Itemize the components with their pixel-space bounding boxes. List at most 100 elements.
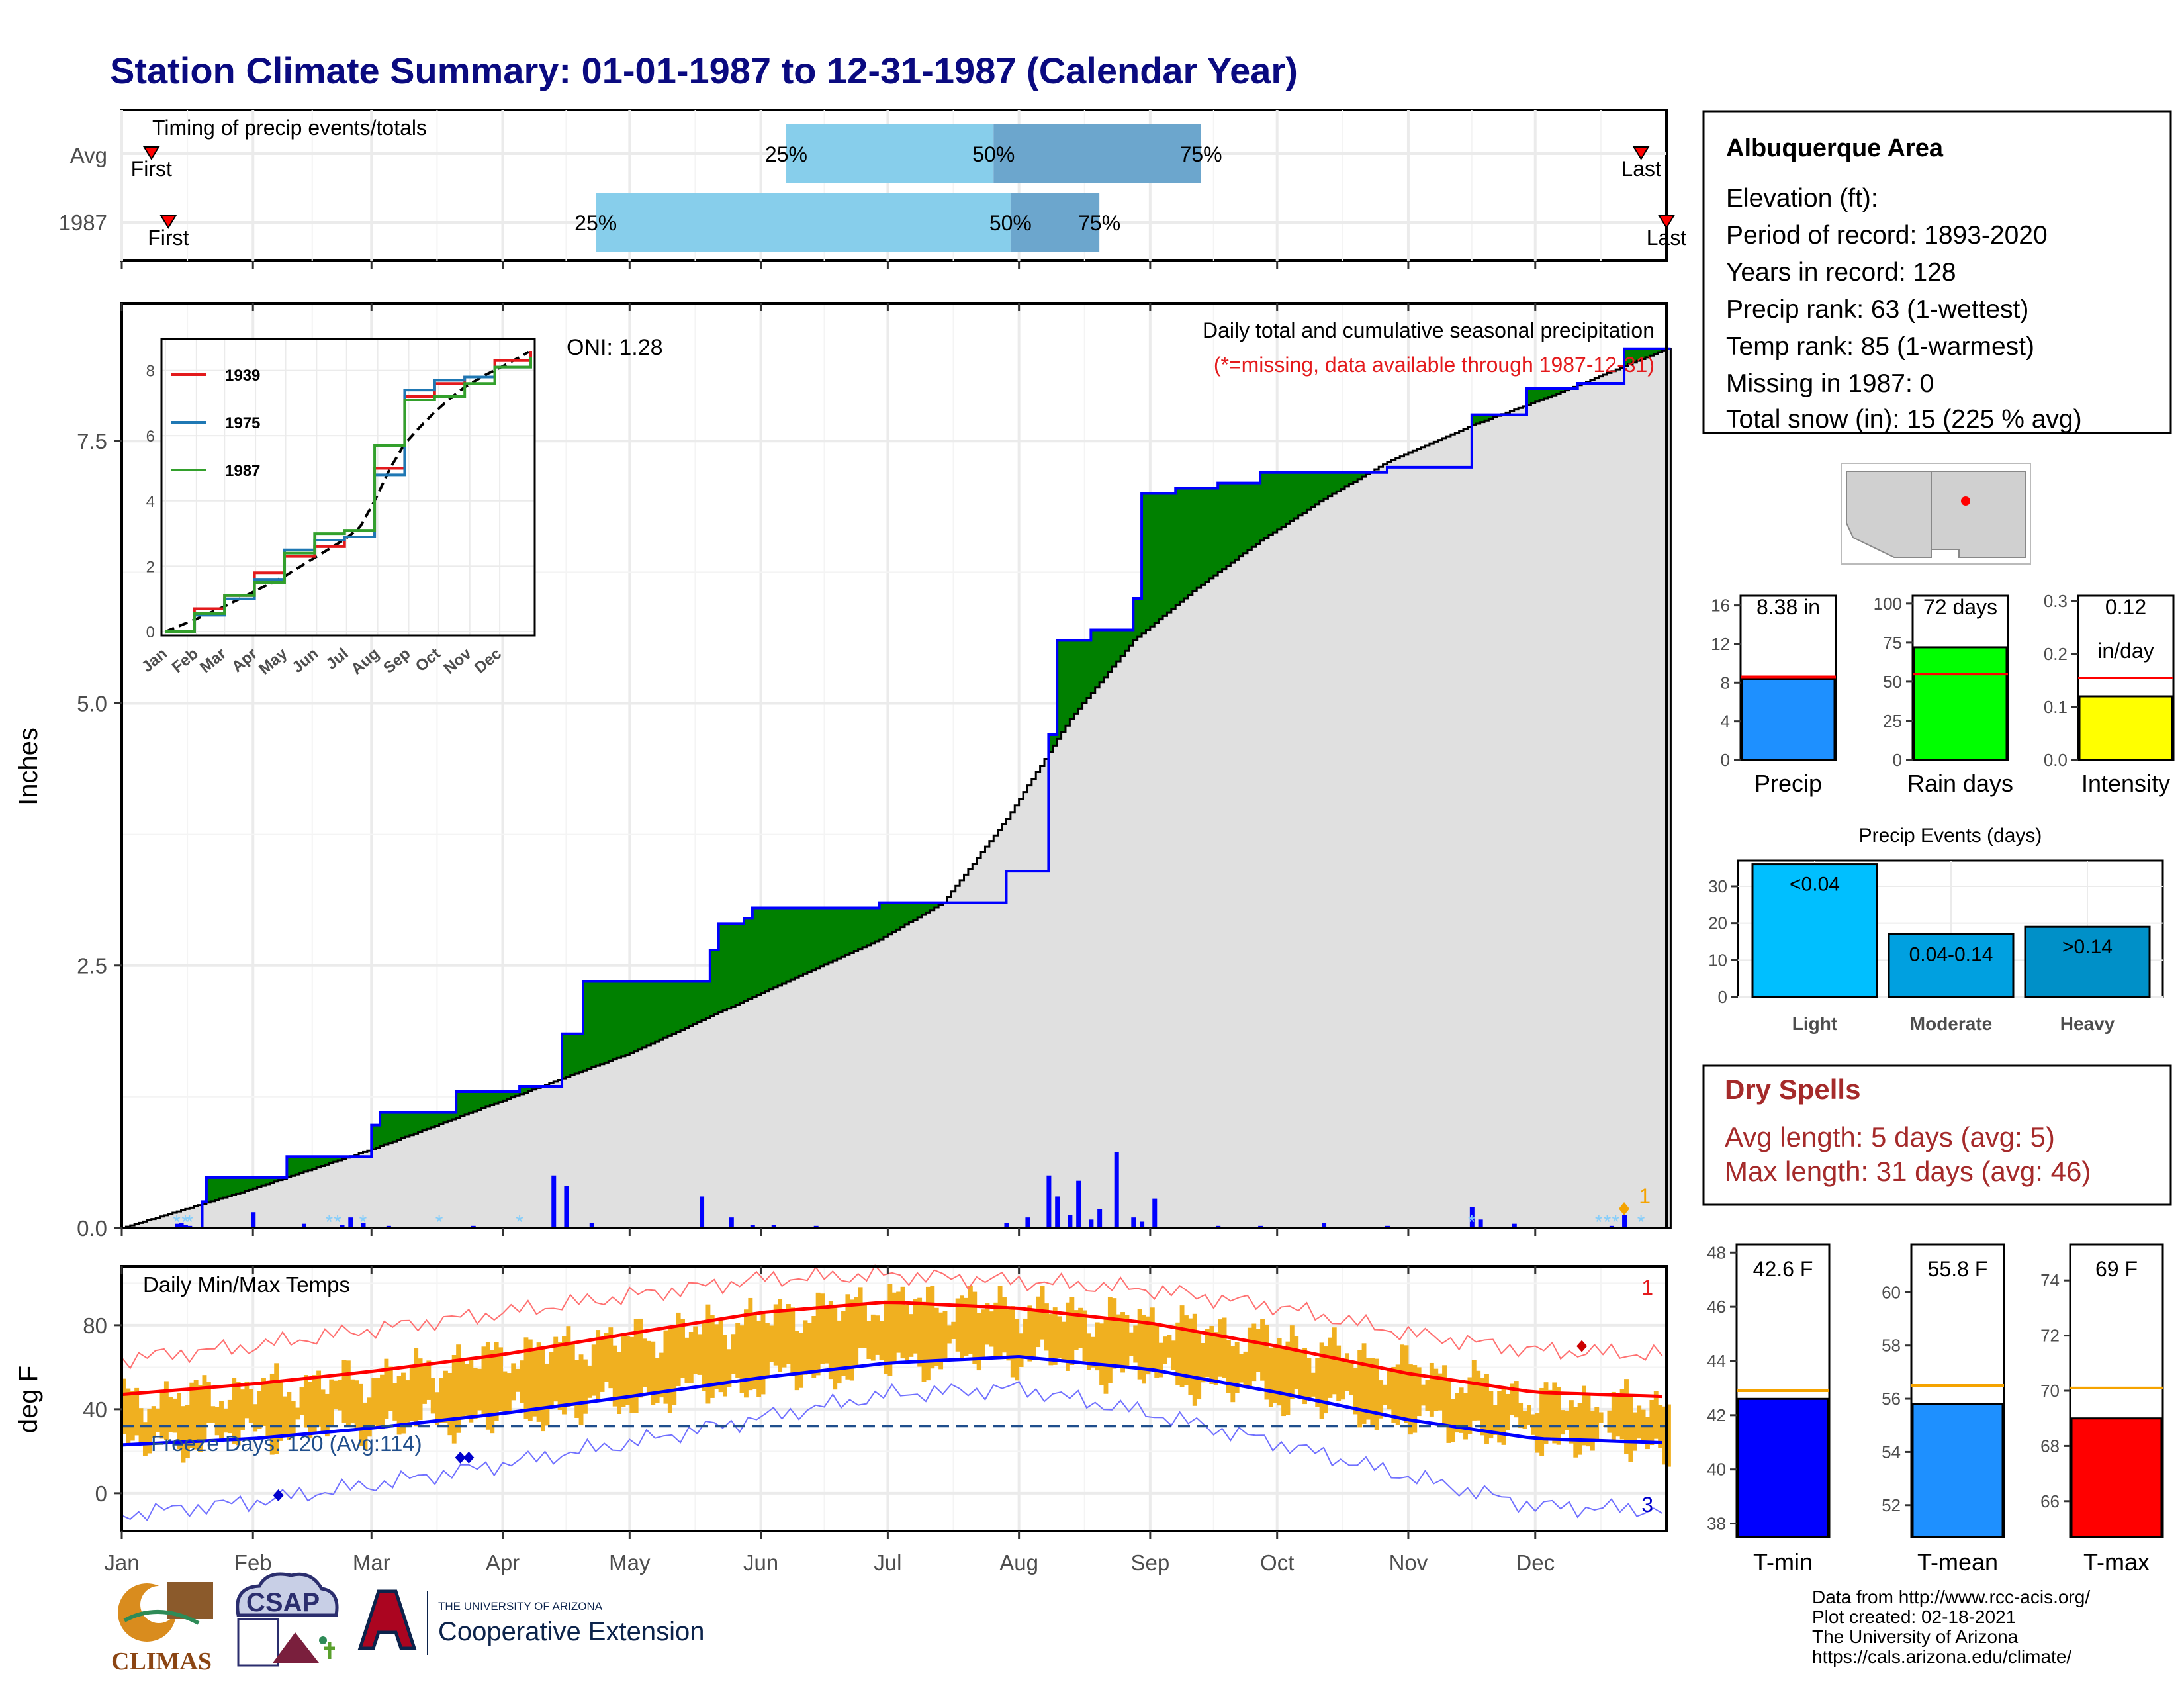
precip-anomaly-above [324,1156,330,1165]
daily-temp-bar [1569,1400,1574,1444]
events-bar-heavy [2024,925,2151,998]
daily-temp-bar [1031,1309,1036,1360]
precip-anomaly-above [477,1091,482,1110]
precip-anomaly-above [820,908,825,966]
station-line-period: Period of record: 1893-2020 [1726,221,2048,250]
daily-temp-bar [925,1286,931,1381]
daily-precip-bar [589,1223,594,1228]
events-bar-label: <0.04 [1790,874,1840,896]
record-low-marker [455,1451,466,1464]
daily-temp-bar [189,1382,195,1448]
daily-precip-bar [729,1217,734,1228]
precip-anomaly-above [841,908,846,957]
daily-temp-bar [672,1327,677,1405]
daily-temp-bar [1442,1365,1447,1427]
daily-temp-bar [904,1305,909,1364]
precip-anomaly-above [934,902,939,908]
daily-temp-bar [942,1311,948,1361]
daily-precip-bar [1004,1223,1009,1228]
daily-temp-bar [324,1393,330,1437]
precip-anomaly-above [380,1112,385,1147]
daily-temp-bar [1632,1412,1637,1451]
timing-first-marker [159,215,177,229]
daily-temp-bar [1306,1358,1312,1401]
daily-temp-bar [1379,1380,1384,1419]
precip-anomaly-above [375,1125,381,1148]
daily-temp-bar [997,1286,1003,1358]
daily-temp-bar [1086,1333,1091,1370]
month-label: Dec [1516,1550,1555,1575]
daily-temp-bar [879,1321,884,1360]
daily-temp-bar [392,1383,398,1421]
precip-anomaly-above [333,1156,338,1162]
snow-marker: * [173,1211,181,1233]
daily-temp-bar [752,1314,757,1389]
daily-temp-bar [1526,1405,1531,1425]
precip-anomaly-above [1488,414,1494,419]
temp-bar-ytick-label: 42 [1707,1405,1726,1425]
precip-anomaly-above [1547,388,1553,397]
inset-ytick-label: 2 [146,558,155,576]
summary-bar-ytick-label: 100 [1874,594,1902,614]
timing-first-label: First [131,157,172,181]
summary-bar-ytick-label: 4 [1721,712,1730,731]
daily-temp-bar [1518,1403,1524,1429]
summary-bar-ytick-label: 0.0 [2044,750,2068,770]
daily-temp-bar [473,1368,478,1419]
daily-temp-bar [1619,1389,1625,1440]
precip-anomaly-above [1052,735,1058,746]
daily-temp-bar [727,1349,732,1387]
precip-anomaly-above [858,908,863,949]
daily-temp-bar [909,1314,914,1357]
daily-temp-bar [1078,1307,1083,1348]
record-min-line [121,1381,1663,1521]
precip-anomaly-above [913,902,918,920]
daily-temp-bar [921,1301,927,1382]
daily-temp-bar [1069,1297,1075,1366]
daily-temp-bar [1061,1321,1066,1363]
daily-temp-bar [1082,1310,1087,1362]
temp-bar-ytick-label: 46 [1707,1297,1726,1317]
precip-normal-area [122,348,1672,1229]
daily-temp-bar [1285,1341,1291,1415]
inset-ytick-label: 4 [146,493,155,511]
daily-temp-bar [265,1382,271,1438]
daily-temp-bar [253,1404,258,1432]
daily-temp-bar [236,1382,241,1446]
daily-temp-bar [993,1302,999,1358]
precip-anomaly-above [743,918,749,1002]
precip-anomaly-above [659,981,664,1040]
daily-temp-bar [629,1336,635,1413]
precip-anomaly-above [1078,640,1083,709]
precip-anomaly-above [782,908,787,984]
daily-precip-bar [750,1225,755,1228]
daily-temp-bar [1345,1353,1349,1391]
daily-temp-bar [638,1318,643,1398]
precip-anomaly-above [672,981,677,1034]
precip-anomaly-above [1345,472,1350,487]
daily-temp-bar [316,1370,322,1427]
summary-bar-value: 8.38 in [1756,595,1820,619]
csap-wordmark: CSAP [246,1588,320,1617]
daily-temp-bar [1649,1399,1655,1446]
dry-avg: Avg length: 5 days (avg: 5) [1725,1121,2055,1152]
inset-ytick-label: 6 [146,428,155,445]
daily-precip-bar [1622,1215,1627,1228]
daily-temp-bar [1179,1305,1185,1387]
temp-bar-ytick-label: 38 [1707,1514,1726,1534]
precip-anomaly-above [1277,472,1282,530]
daily-temp-bar [1273,1346,1278,1403]
daily-temp-bar [1197,1331,1202,1400]
temp-bar-value: 69 F [2095,1257,2138,1281]
daily-precip-bar [175,1223,180,1228]
temp-ytick-label: 0 [95,1481,107,1506]
precip-anomaly-above [676,981,681,1032]
precip-anomaly-above [265,1177,271,1184]
daily-temp-bar [1073,1310,1079,1350]
daily-temp-bar [1218,1319,1223,1377]
timing-bar-50-75 [993,124,1201,183]
precip-anomaly-above [1251,483,1257,547]
timing-p25-label: 25% [765,142,807,166]
daily-temp-bar [435,1392,440,1425]
precip-anomaly-above [1336,472,1342,492]
